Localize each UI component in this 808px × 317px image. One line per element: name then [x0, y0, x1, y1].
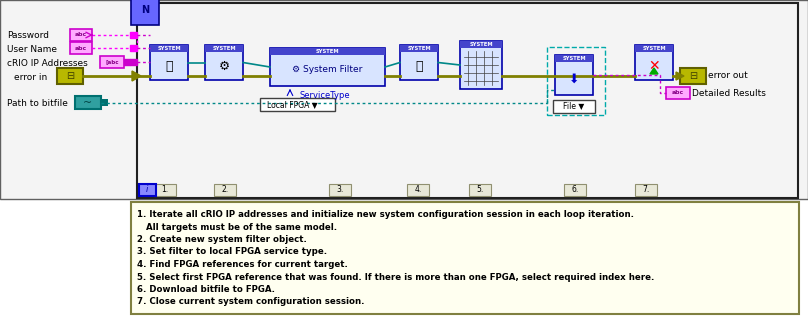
Bar — [214, 184, 236, 196]
Text: 4.: 4. — [415, 185, 422, 195]
Bar — [555, 55, 593, 62]
Bar — [131, 202, 799, 314]
Bar — [137, 3, 798, 198]
Polygon shape — [130, 45, 137, 51]
Text: Password: Password — [7, 31, 49, 41]
Text: N: N — [141, 5, 149, 15]
Bar — [469, 184, 491, 196]
Polygon shape — [130, 59, 137, 65]
Text: ⚙: ⚙ — [218, 60, 229, 73]
Text: [abc: [abc — [105, 60, 119, 64]
Text: 2. Create new system filter object.: 2. Create new system filter object. — [137, 235, 307, 244]
Text: 7.: 7. — [642, 185, 650, 195]
Bar — [555, 55, 593, 95]
Text: cRIO IP Addresses: cRIO IP Addresses — [7, 59, 88, 68]
Text: 🖥: 🖥 — [166, 60, 173, 73]
Text: 4. Find FPGA references for current target.: 4. Find FPGA references for current targ… — [137, 260, 348, 269]
Text: 3.: 3. — [336, 185, 343, 195]
Bar — [635, 45, 673, 80]
Text: 1.: 1. — [162, 185, 169, 195]
Bar — [124, 59, 130, 65]
Text: 6.: 6. — [571, 185, 579, 195]
Bar — [100, 56, 124, 68]
Bar — [150, 45, 188, 80]
Text: ServiceType: ServiceType — [300, 92, 351, 100]
Text: ~: ~ — [83, 98, 93, 108]
Bar — [205, 45, 243, 80]
Bar — [70, 29, 92, 41]
Bar — [57, 68, 83, 84]
Text: Local FPGA ▼: Local FPGA ▼ — [267, 100, 318, 109]
Bar — [205, 45, 243, 52]
Polygon shape — [130, 32, 137, 38]
Bar — [329, 184, 351, 196]
Bar — [553, 100, 595, 113]
Bar — [460, 41, 502, 89]
Bar — [101, 99, 108, 106]
Text: File ▼: File ▼ — [563, 101, 585, 111]
Bar — [407, 184, 429, 196]
Bar — [564, 184, 586, 196]
Text: SYSTEM: SYSTEM — [642, 46, 666, 51]
Bar — [75, 96, 101, 109]
Text: Path to bitfile: Path to bitfile — [7, 100, 68, 108]
Text: i: i — [145, 185, 148, 195]
Text: 🔍: 🔍 — [415, 60, 423, 73]
Bar — [139, 184, 156, 196]
Bar — [547, 47, 605, 115]
Polygon shape — [650, 68, 658, 74]
Text: 1. Iterate all cRIO IP addresses and initialize new system configuration session: 1. Iterate all cRIO IP addresses and ini… — [137, 210, 634, 219]
Bar — [150, 45, 188, 52]
Bar — [680, 68, 706, 84]
Polygon shape — [132, 71, 141, 81]
Text: abc: abc — [75, 33, 87, 37]
Text: SYSTEM: SYSTEM — [469, 42, 493, 47]
Text: SYSTEM: SYSTEM — [407, 46, 431, 51]
Text: SYSTEM: SYSTEM — [316, 49, 339, 54]
Text: 5.: 5. — [477, 185, 484, 195]
Bar — [666, 87, 690, 99]
Bar — [270, 48, 385, 55]
Bar — [400, 45, 438, 52]
Text: error in: error in — [14, 74, 47, 82]
Bar — [635, 45, 673, 52]
Text: User Name: User Name — [7, 44, 57, 54]
Text: All targets must be of the same model.: All targets must be of the same model. — [137, 223, 337, 231]
Polygon shape — [676, 72, 684, 80]
Bar — [400, 45, 438, 80]
Bar — [70, 42, 92, 54]
Text: error out: error out — [708, 72, 747, 81]
Text: 7. Close current system configuration session.: 7. Close current system configuration se… — [137, 297, 364, 307]
Bar — [635, 184, 657, 196]
Text: 3. Set filter to local FPGA service type.: 3. Set filter to local FPGA service type… — [137, 248, 327, 256]
Bar — [154, 184, 176, 196]
Text: SYSTEM: SYSTEM — [562, 56, 586, 61]
Text: 2.: 2. — [221, 185, 229, 195]
Text: Detailed Results: Detailed Results — [692, 88, 766, 98]
Text: ⚙ System Filter: ⚙ System Filter — [292, 64, 363, 74]
Text: 6. Download bitfile to FPGA.: 6. Download bitfile to FPGA. — [137, 285, 275, 294]
Text: ⊟: ⊟ — [66, 71, 74, 81]
Text: abc: abc — [75, 46, 87, 50]
Bar — [460, 41, 502, 48]
Text: ⊟: ⊟ — [689, 71, 697, 81]
Text: 5. Select first FPGA reference that was found. If there is more than one FPGA, s: 5. Select first FPGA reference that was … — [137, 273, 654, 281]
Text: ✕: ✕ — [648, 60, 660, 74]
Bar — [260, 98, 335, 111]
Bar — [0, 0, 808, 199]
Text: ⬇: ⬇ — [569, 73, 579, 86]
Text: SYSTEM: SYSTEM — [213, 46, 236, 51]
Bar — [270, 48, 385, 86]
Text: SYSTEM: SYSTEM — [158, 46, 181, 51]
Text: abc: abc — [672, 90, 684, 95]
